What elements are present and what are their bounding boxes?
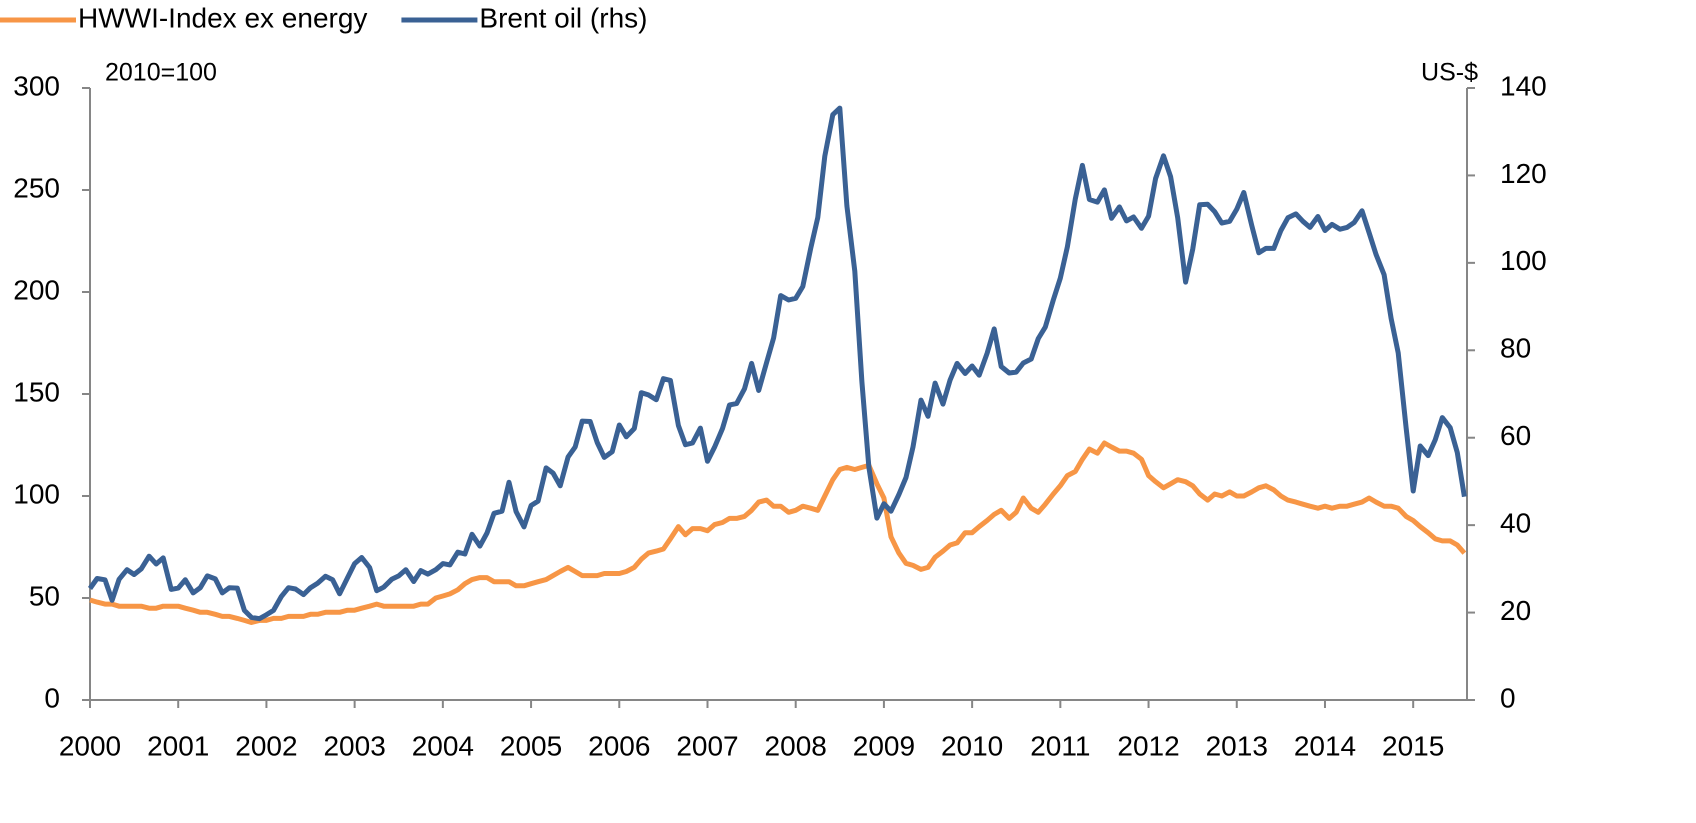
x-tick-label: 2005 — [500, 730, 562, 761]
x-tick-label: 2010 — [941, 730, 1003, 761]
x-tick-label: 2012 — [1117, 730, 1179, 761]
y2-tick-label: 120 — [1500, 158, 1547, 189]
x-tick-label: 2009 — [853, 730, 915, 761]
x-tick-label: 2013 — [1206, 730, 1268, 761]
legend-label: HWWI-Index ex energy — [78, 2, 367, 33]
x-tick-label: 2006 — [588, 730, 650, 761]
x-tick-label: 2008 — [765, 730, 827, 761]
y2-tick-label: 140 — [1500, 70, 1547, 101]
y2-tick-label: 60 — [1500, 420, 1531, 451]
y2-tick-label: 100 — [1500, 245, 1547, 276]
y-tick-label: 150 — [13, 376, 60, 407]
legend-label: Brent oil (rhs) — [479, 2, 647, 33]
x-tick-label: 2015 — [1382, 730, 1444, 761]
y-axis-label: 2010=100 — [105, 59, 217, 87]
x-tick-label: 2014 — [1294, 730, 1356, 761]
y2-tick-label: 20 — [1500, 595, 1531, 626]
y2-axis-label: US-$ — [1421, 59, 1478, 87]
x-tick-label: 2003 — [323, 730, 385, 761]
x-tick-label: 2011 — [1030, 730, 1090, 761]
x-tick-label: 2001 — [147, 730, 209, 761]
series-line — [87, 105, 1467, 622]
y2-tick-label: 80 — [1500, 333, 1531, 364]
x-tick-label: 2000 — [59, 730, 121, 761]
series-line — [89, 440, 1467, 625]
y-tick-label: 200 — [13, 274, 60, 305]
y2-tick-label: 40 — [1500, 508, 1531, 539]
y-tick-label: 0 — [44, 682, 60, 713]
y-tick-label: 250 — [13, 172, 60, 203]
y-tick-label: 50 — [29, 580, 60, 611]
y-tick-label: 300 — [13, 70, 60, 101]
y2-tick-label: 0 — [1500, 682, 1516, 713]
y-tick-label: 100 — [13, 478, 60, 509]
x-tick-label: 2004 — [412, 730, 474, 761]
x-tick-label: 2007 — [676, 730, 738, 761]
x-tick-label: 2002 — [235, 730, 297, 761]
